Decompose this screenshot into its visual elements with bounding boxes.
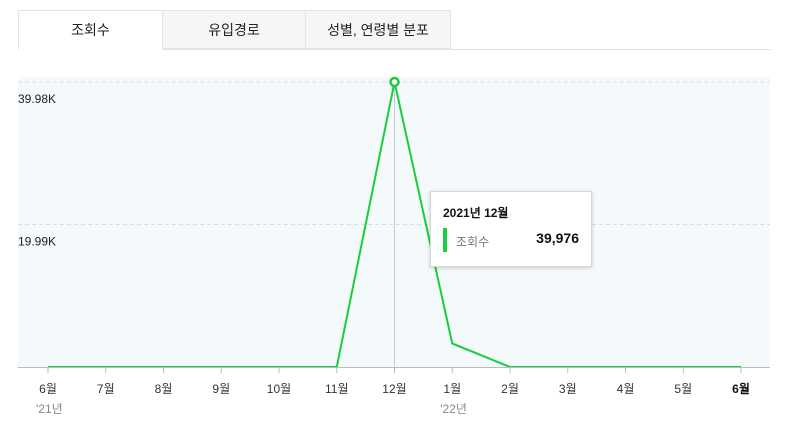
tab-divider <box>162 49 771 50</box>
x-tick-label: 9월 <box>212 382 230 396</box>
tab-bar: 조회수 유입경로 성별, 연령별 분포 <box>18 10 451 50</box>
x-year-label: '22년 <box>440 402 467 416</box>
tab-traffic-source[interactable]: 유입경로 <box>163 10 306 49</box>
x-tick-label: 6월 <box>732 381 750 396</box>
x-tick-label: 7월 <box>97 382 115 396</box>
x-tick-label: 12월 <box>382 382 406 396</box>
x-tick-label: 4월 <box>617 382 635 396</box>
highlighted-data-point[interactable] <box>389 76 400 88</box>
tab-gender-age-distribution[interactable]: 성별, 연령별 분포 <box>306 10 451 49</box>
tooltip-series-swatch <box>443 228 447 252</box>
x-year-label: '21년 <box>36 402 63 416</box>
tooltip-value: 39,976 <box>536 230 579 246</box>
x-tick-label: 2월 <box>501 382 519 396</box>
x-tick-label: 11월 <box>325 382 349 396</box>
y-tick-label: 39.98K <box>18 92 56 106</box>
x-tick-label: 8월 <box>155 382 173 396</box>
tooltip-title: 2021년 12월 <box>443 206 509 220</box>
x-tick-label: 6월 <box>39 382 57 396</box>
y-tick-label: 19.99K <box>18 235 56 249</box>
x-tick-label: 1월 <box>443 382 461 396</box>
chart-tooltip: 2021년 12월 조회수 39,976 <box>430 191 592 267</box>
x-tick-label: 10월 <box>267 382 291 396</box>
x-tick-label: 3월 <box>559 382 577 396</box>
x-tick-label: 5월 <box>674 382 692 396</box>
tab-views[interactable]: 조회수 <box>18 10 163 50</box>
tooltip-series-name: 조회수 <box>456 235 490 249</box>
